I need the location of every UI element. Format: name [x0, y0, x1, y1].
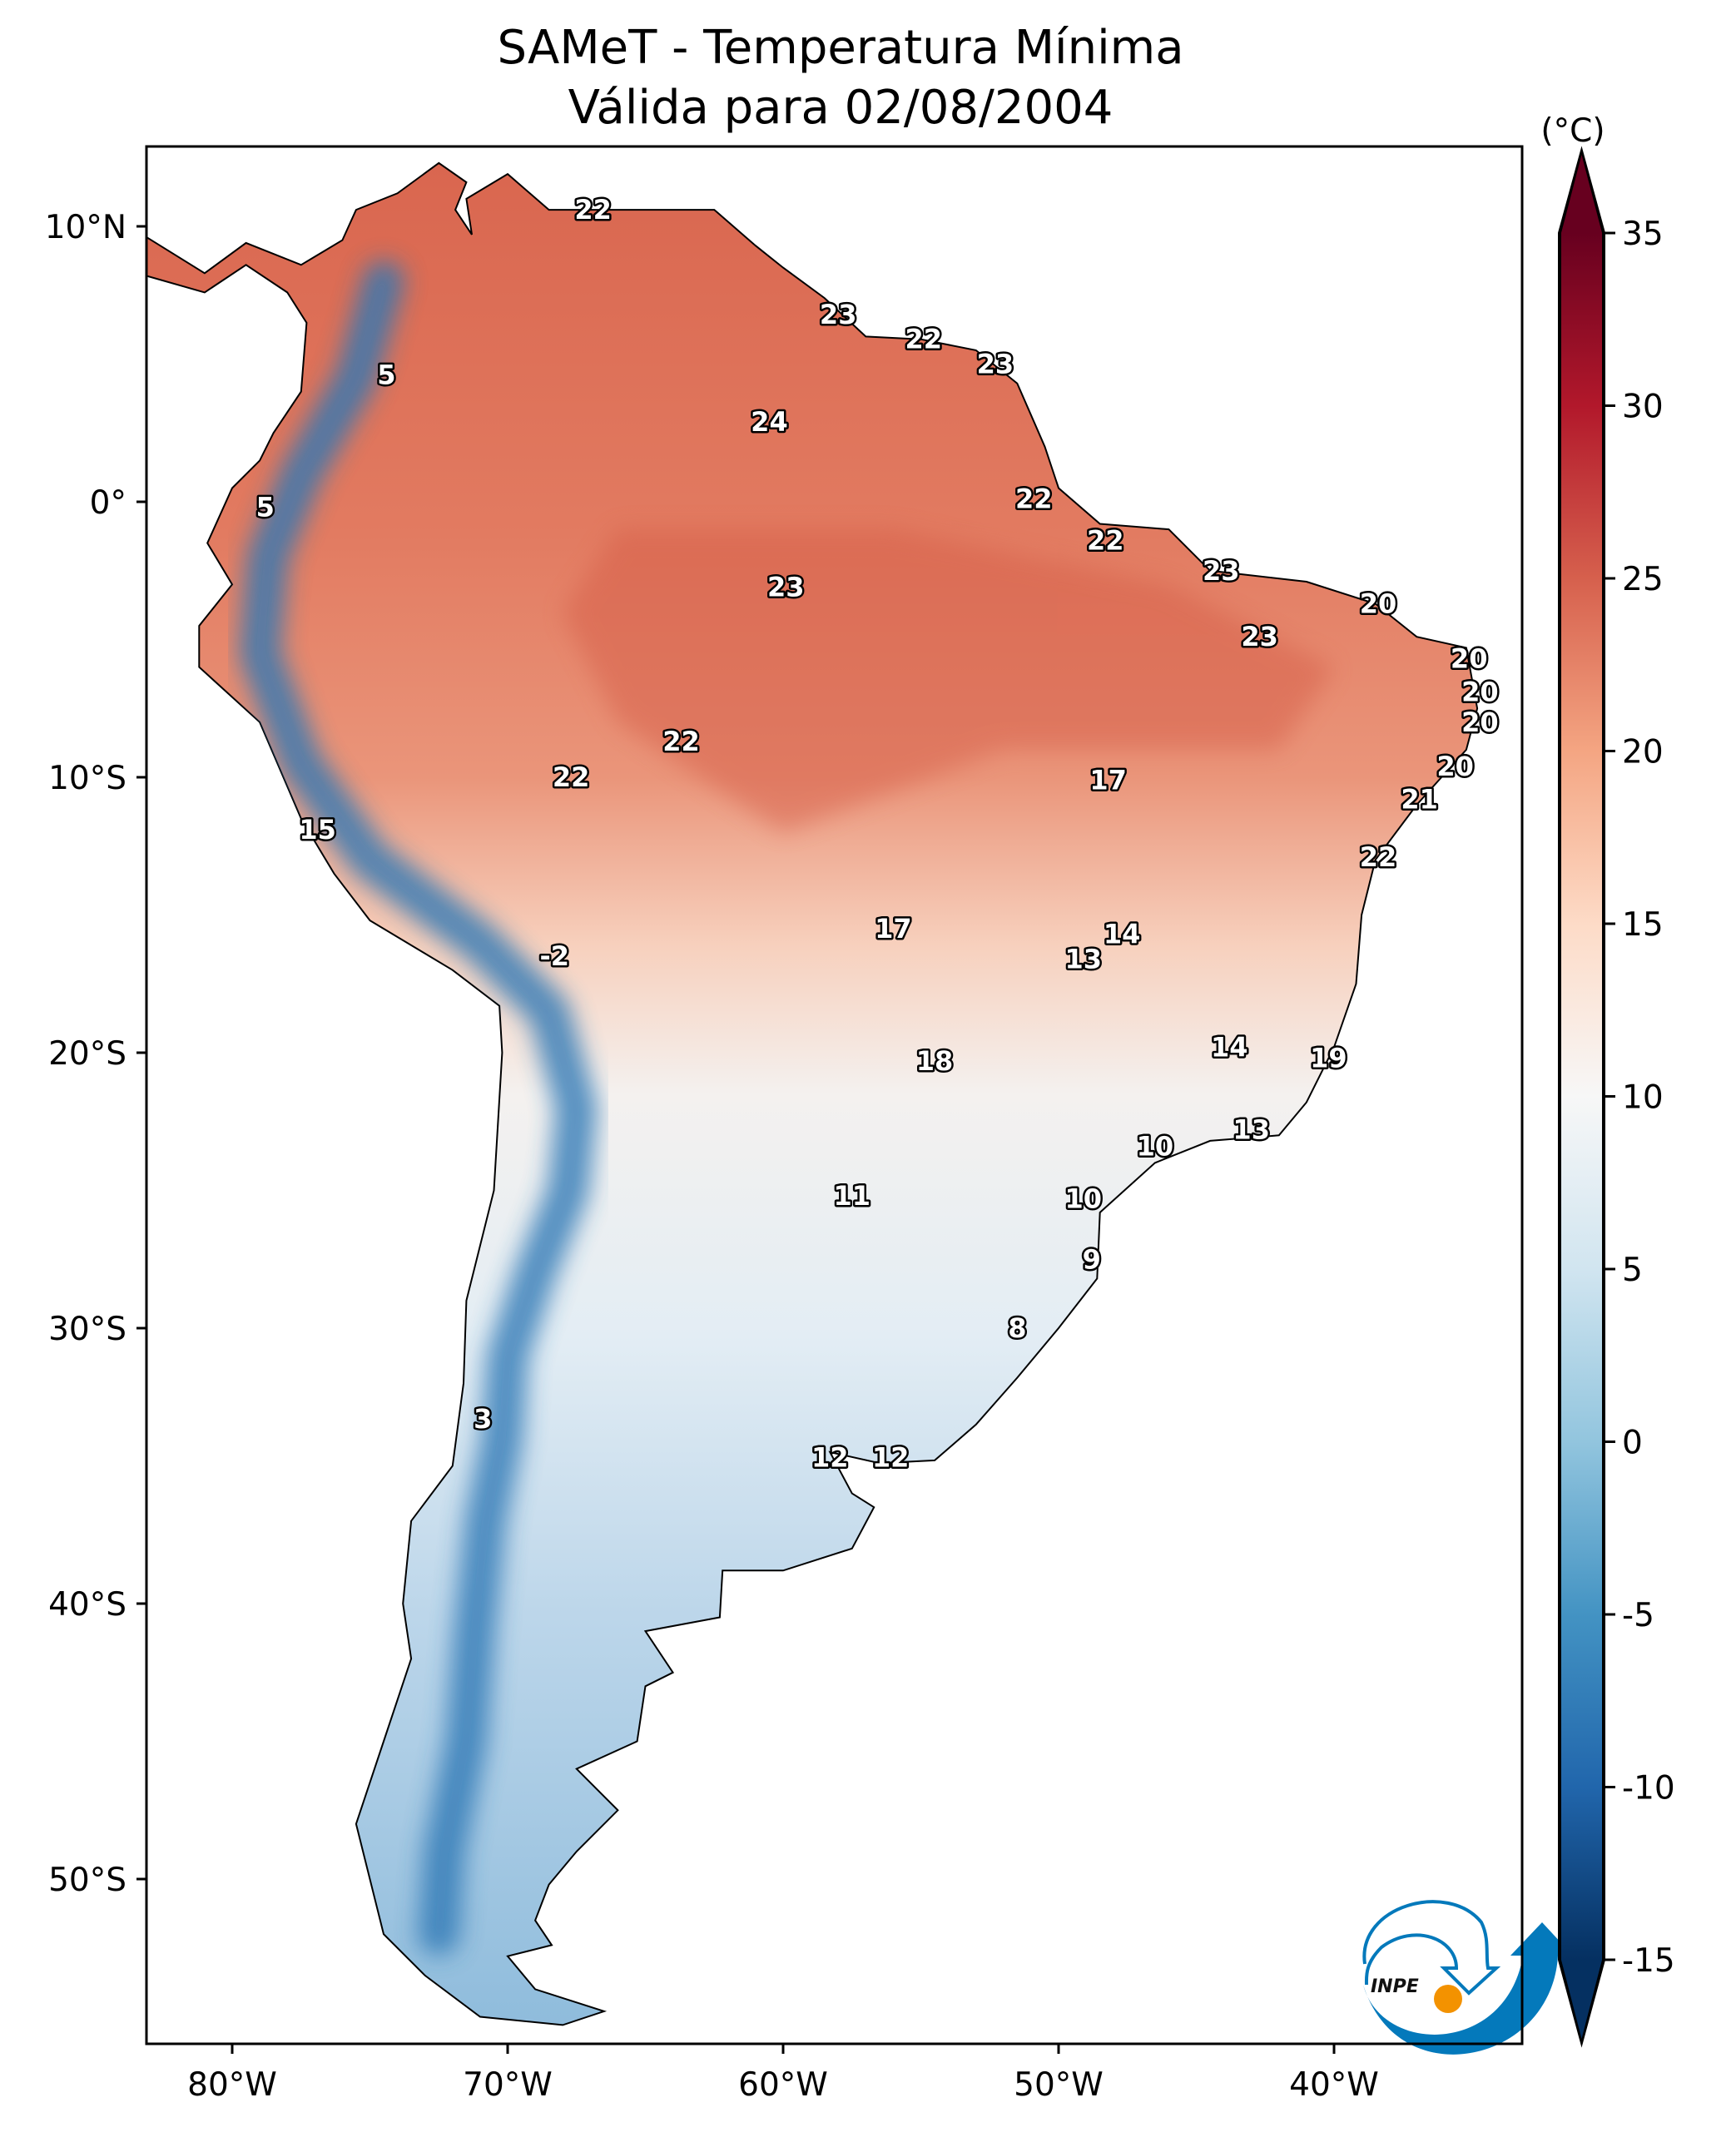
colorbar: (°C) 35 30 25 20 15 10 5 0 -5 -10 -15	[1540, 112, 1675, 2048]
station-value-label: 17	[875, 913, 912, 945]
station-value-label: 15	[299, 814, 336, 845]
lon-tick-label: 50°W	[1014, 2066, 1104, 2104]
colorbar-tick-label: 25	[1622, 561, 1664, 598]
station-value-label: 20	[1360, 588, 1397, 619]
colorbar-tick-label: 30	[1622, 389, 1664, 426]
colorbar-tick-label: 15	[1622, 906, 1664, 944]
station-value-label: 23	[1241, 621, 1278, 652]
station-value-label: 22	[553, 761, 590, 793]
station-value-label: 23	[1203, 555, 1240, 587]
station-value-label: 22	[1360, 841, 1397, 873]
title-line-2: Válida para 02/08/2004	[568, 81, 1114, 135]
andes-cold-band	[239, 260, 598, 1956]
colorbar-tick-label: 35	[1622, 216, 1664, 253]
station-value-label: 23	[820, 299, 857, 330]
colorbar-tick-label: -5	[1622, 1597, 1654, 1634]
colorbar-tick-label: 20	[1622, 734, 1664, 771]
colorbar-tick-label: 10	[1622, 1079, 1664, 1117]
station-value-label: 20	[1436, 751, 1474, 782]
station-value-label: 22	[905, 324, 943, 355]
station-value-label: 23	[977, 349, 1014, 380]
title-line-1: SAMeT - Temperatura Mínima	[497, 21, 1183, 75]
colorbar-tick-label: 5	[1622, 1252, 1643, 1289]
colorbar-bar	[1558, 146, 1605, 2048]
lon-tick-label: 80°W	[187, 2066, 277, 2104]
logo-swoosh	[1363, 1922, 1573, 2055]
station-value-label: -2	[539, 940, 569, 972]
colorbar-unit: (°C)	[1540, 112, 1605, 150]
station-value-label: 10	[1065, 1183, 1103, 1214]
station-value-label: 20	[1451, 643, 1488, 675]
lat-tick-label: 30°S	[48, 1311, 126, 1348]
lat-tick-label: 10°N	[45, 209, 126, 246]
station-value-label: 3	[474, 1403, 492, 1435]
station-value-label: 20	[1461, 676, 1499, 707]
station-value-label: 22	[1087, 524, 1124, 556]
lat-tick-label: 0°	[90, 484, 126, 522]
lat-tick-label: 50°S	[48, 1862, 126, 1899]
logo-text: INPE	[1371, 1976, 1419, 1997]
station-value-label: 22	[662, 726, 700, 757]
station-value-label: 9	[1083, 1243, 1101, 1275]
station-value-label: 12	[811, 1442, 849, 1474]
station-value-label: 24	[751, 406, 788, 438]
station-value-label: 13	[1233, 1114, 1270, 1146]
station-value-label: 13	[1065, 943, 1103, 974]
lat-tick-label: 10°S	[48, 760, 126, 797]
station-value-label: 5	[377, 359, 395, 391]
station-value-label: 19	[1310, 1043, 1347, 1074]
logo-sun	[1434, 1985, 1462, 2013]
colorbar-tick-label: -10	[1622, 1770, 1675, 1807]
station-value-label: 23	[767, 572, 805, 603]
station-value-label: 17	[1089, 764, 1127, 796]
amazon-warm-core	[563, 529, 1334, 833]
lat-tick-label: 20°S	[48, 1035, 126, 1073]
inpe-logo: INPE	[1362, 1900, 1573, 2055]
colorbar-max-extend	[1561, 155, 1602, 233]
lon-tick-label: 70°W	[463, 2066, 553, 2104]
station-value-label: 20	[1461, 707, 1499, 738]
colorbar-ticks: 35 30 25 20 15 10 5 0 -5 -10 -15	[1604, 216, 1675, 1980]
colorbar-tick-label: -15	[1622, 1942, 1675, 1980]
colorbar-min-extend	[1561, 1960, 1602, 2039]
logo-outline-arrow	[1362, 1900, 1501, 1996]
station-value-label: 10	[1137, 1131, 1174, 1163]
station-value-label: 22	[1015, 483, 1053, 515]
station-value-label: 14	[1104, 919, 1141, 950]
station-value-label: 5	[256, 492, 275, 523]
station-value-label: 21	[1401, 783, 1438, 815]
station-value-label: 11	[833, 1180, 870, 1212]
station-value-label: 18	[916, 1045, 954, 1077]
station-value-label: 12	[872, 1442, 910, 1474]
lon-tick-label: 60°W	[738, 2066, 828, 2104]
station-value-label: 22	[574, 194, 612, 226]
colorbar-tick-label: 0	[1622, 1425, 1643, 1462]
map-axis-ticks: 80°W 70°W 60°W 50°W 40°W 10°N 0° 10°S 20°S 30°S 40…	[45, 209, 1379, 2104]
lon-tick-label: 40°W	[1289, 2066, 1379, 2104]
station-value-label: 8	[1008, 1312, 1026, 1344]
lat-tick-label: 40°S	[48, 1586, 126, 1624]
map-frame	[145, 145, 1524, 2045]
station-value-label: 14	[1211, 1031, 1248, 1063]
